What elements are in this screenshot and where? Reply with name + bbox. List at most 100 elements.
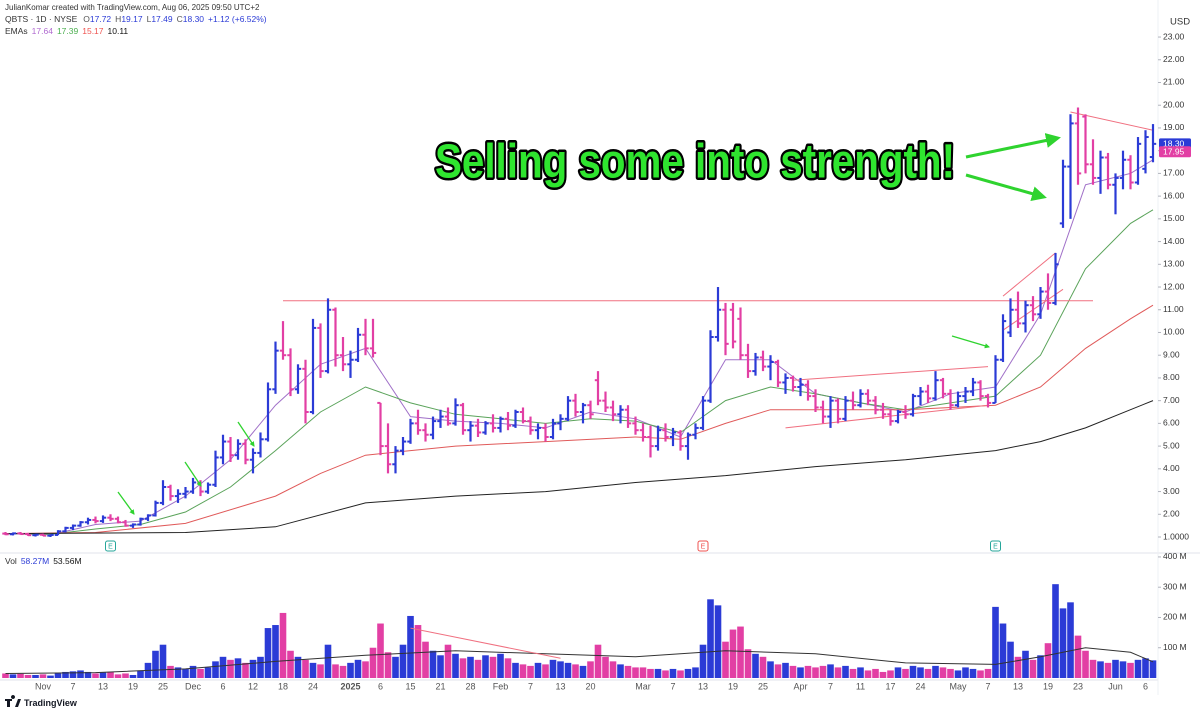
volume-bar [572, 664, 579, 678]
volume-bar [819, 665, 827, 678]
volume-bar [624, 665, 632, 678]
volume-bar [954, 670, 962, 678]
volume-bar [977, 670, 984, 678]
x-tick-label: 21 [435, 681, 445, 691]
volume-bar [309, 662, 317, 678]
volume-bar [39, 674, 47, 678]
volume-bar [1112, 659, 1119, 678]
volume-bar [407, 615, 414, 678]
volume-bar [272, 625, 279, 678]
y-tick-label: 14.00 [1163, 236, 1185, 246]
volume-bar [909, 665, 917, 678]
volume-bar [1059, 608, 1067, 678]
volume-value: 58.27M [21, 556, 49, 566]
volume-bar [152, 650, 159, 678]
volume-bar [9, 674, 17, 678]
volume-bar [99, 672, 107, 678]
volume-bar [1029, 659, 1037, 678]
volume-bar [797, 667, 804, 678]
volume-bar [1097, 661, 1104, 678]
volume-bar [1119, 661, 1127, 678]
x-tick-label: 13 [555, 681, 565, 691]
volume-bar [789, 665, 797, 678]
volume-bar [482, 655, 489, 678]
volume-bar [564, 662, 572, 678]
volume-bar [969, 668, 977, 678]
volume-bar [699, 644, 707, 678]
y-tick-label: 15.00 [1163, 213, 1185, 223]
volume-bar [437, 655, 444, 678]
x-tick-label: 24 [308, 681, 318, 691]
earnings-marker [990, 540, 1001, 552]
volume-bar [137, 670, 144, 678]
volume-bar [384, 652, 392, 678]
volume-bar [189, 665, 197, 678]
legend-line: QBTS · 1D · NYSE O17.72 H19.17 L17.49 C18.30… [5, 14, 267, 24]
x-tick-label: 7 [828, 681, 833, 691]
y-tick-label: 10.00 [1163, 327, 1185, 337]
volume-bar [714, 605, 722, 678]
volume-bar [594, 644, 602, 678]
volume-bar [744, 649, 752, 678]
volume-bar [369, 647, 377, 678]
volume-bar [1127, 662, 1134, 678]
volume-bar [549, 659, 557, 678]
ohlc-value: 18.30 [183, 14, 205, 24]
volume-bar [69, 671, 77, 678]
volume-bar [842, 665, 849, 678]
volume-bar [174, 667, 182, 678]
volume-bar [62, 671, 69, 678]
volume-bar [557, 661, 564, 678]
volume-bar [962, 667, 969, 678]
x-tick-label: Mar [635, 681, 651, 691]
volume-bar [294, 656, 302, 678]
volume-bar [354, 659, 362, 678]
volume-bar [1067, 602, 1074, 678]
volume-bar [782, 662, 789, 678]
volume-bar [737, 626, 744, 678]
change: +1.12 (+6.52%) [208, 14, 267, 24]
volume-bar [857, 667, 864, 678]
volume-bar [122, 673, 129, 678]
volume-bar [429, 650, 437, 678]
x-tick-label: 6 [220, 681, 225, 691]
volume-bar [1052, 584, 1059, 678]
x-tick-label: 13 [1013, 681, 1023, 691]
volume-bar [339, 665, 347, 678]
volume-bar [677, 670, 684, 678]
volume-bar [77, 670, 84, 678]
y-tick-label: 1.0000 [1163, 531, 1189, 541]
trend-line [410, 627, 561, 659]
volume-bar [519, 664, 527, 678]
y-tick-label: 2.00 [1163, 509, 1180, 519]
volume-bar [497, 653, 504, 678]
volume-bar [872, 668, 879, 678]
y-tick-label: 20.00 [1163, 99, 1185, 109]
trend-line [1070, 111, 1154, 131]
ohlc-key: H [115, 14, 121, 24]
volume-bar [504, 658, 512, 678]
volume-bar [1082, 650, 1089, 678]
entry-arrow [117, 491, 135, 515]
footer-text: TradingView [24, 698, 78, 708]
x-tick-label: 12 [248, 681, 258, 691]
volume-bar [392, 656, 399, 678]
x-tick-label: 28 [465, 681, 475, 691]
volume-bar [332, 664, 339, 678]
y-tick-label: 4.00 [1163, 463, 1180, 473]
volume-bar [759, 656, 767, 678]
y-tick-label: 11.00 [1163, 304, 1184, 314]
ema-line [5, 400, 1154, 535]
entry-arrow [951, 335, 990, 349]
volume-bar [452, 653, 459, 678]
x-tick-label: May [949, 681, 967, 691]
y-tick-label: 7.00 [1163, 395, 1180, 405]
entry-arrow [237, 421, 255, 447]
price-badge-label: 17.95 [1163, 147, 1185, 157]
annotation-arrow [965, 173, 1047, 201]
volume-bar [212, 661, 219, 678]
y-tick-label: 21.00 [1163, 77, 1185, 87]
volume-bar [459, 658, 467, 678]
x-tick-label: 20 [585, 681, 595, 691]
volume-ma-value: 53.56M [53, 556, 81, 566]
